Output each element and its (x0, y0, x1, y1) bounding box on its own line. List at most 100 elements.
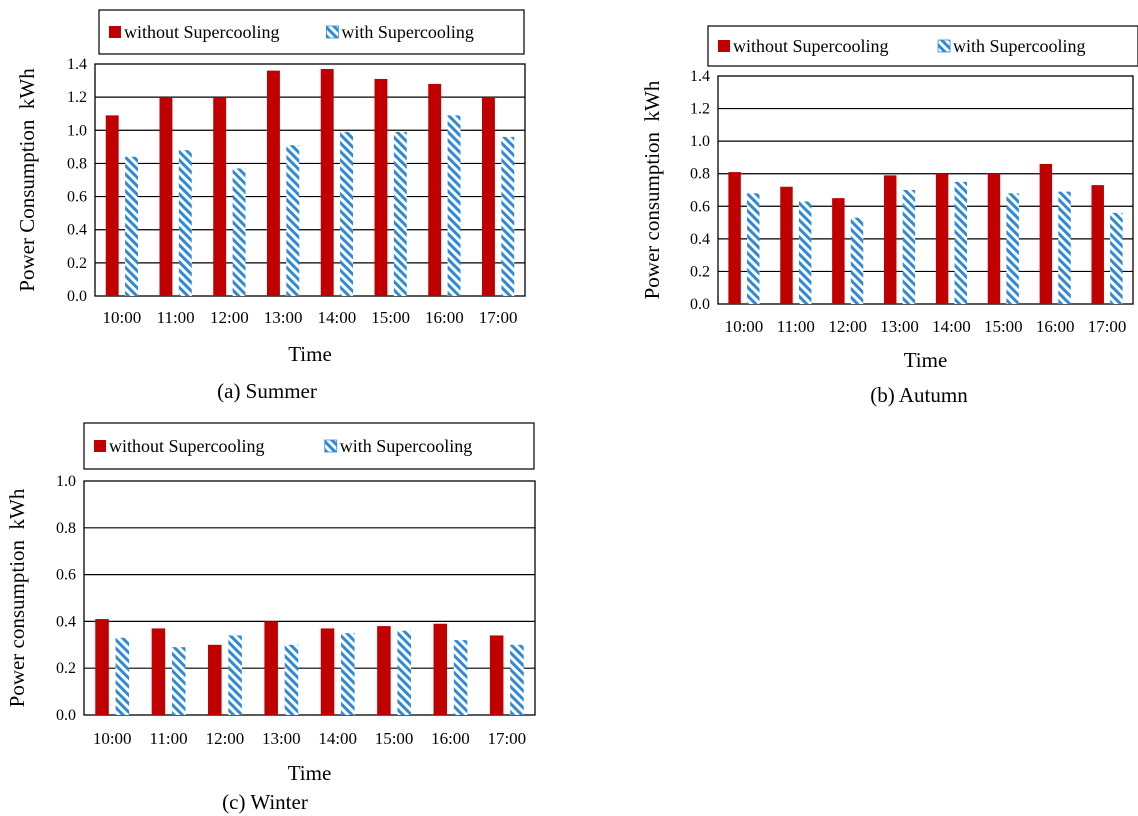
x-tick-label: 16:00 (431, 729, 470, 748)
bar-with-supercooling (178, 150, 192, 296)
bar-without-supercooling (1091, 185, 1104, 304)
y-tick-label: 0.2 (690, 263, 710, 280)
plot-area (717, 75, 1134, 305)
x-tick-label: 11:00 (777, 317, 815, 336)
x-axis-title: Time (288, 342, 332, 366)
y-tick-label: 0.2 (67, 255, 87, 272)
bar-without-supercooling (489, 635, 504, 715)
x-tick-label: 10:00 (93, 729, 132, 748)
chart-autumn: 0.0 0.2 0.4 0.6 0.8 1.0 1.2 1.4 10:00 11:00 12:00 1… (640, 25, 1138, 407)
y-tick-label: 1.0 (690, 133, 710, 150)
x-tick-label: 15:00 (984, 317, 1023, 336)
bar-without-supercooling (1039, 163, 1053, 304)
bar-without-supercooling (482, 97, 495, 297)
bar-with-supercooling (232, 168, 246, 296)
bar-without-supercooling (267, 70, 280, 296)
x-tick-label: 14:00 (932, 317, 971, 336)
legend-label-with: with Supercooling (340, 436, 473, 456)
x-tick-label: 11:00 (157, 308, 195, 327)
x-tick-label: 15:00 (371, 308, 410, 327)
chart-caption: (a) Summer (217, 379, 317, 403)
bar-without-supercooling (105, 115, 119, 296)
y-tick-label: 0.4 (690, 231, 710, 248)
bar-with-supercooling (284, 644, 299, 715)
x-tick-label: 13:00 (880, 317, 919, 336)
y-axis-title: Power Consumption kWh (15, 68, 39, 292)
x-tick-label: 10:00 (103, 308, 142, 327)
chart-caption: (c) Winter (222, 790, 308, 814)
y-tick-label: 1.2 (67, 89, 87, 106)
y-tick-label: 0.6 (67, 189, 87, 206)
y-tick-label: 0.8 (67, 155, 87, 172)
x-axis-title: Time (904, 348, 948, 372)
bar-without-supercooling (780, 186, 793, 304)
bar-without-supercooling (208, 644, 222, 715)
x-tick-label: 16:00 (425, 308, 464, 327)
legend-swatch-with (937, 39, 951, 53)
legend-label-without: without Supercooling (733, 36, 889, 56)
bar-with-supercooling (850, 217, 864, 304)
y-tick-label: 1.0 (67, 122, 87, 139)
bar-with-supercooling (1110, 212, 1123, 304)
legend-swatch-with (324, 439, 338, 453)
x-tick-label: 14:00 (318, 729, 357, 748)
bar-with-supercooling (954, 181, 967, 304)
bar-with-supercooling (340, 131, 353, 296)
x-tick-label: 12:00 (828, 317, 867, 336)
y-tick-label: 0.8 (690, 166, 710, 183)
legend-label-without: without Supercooling (124, 22, 280, 42)
legend-label-with: with Supercooling (341, 22, 474, 42)
bar-with-supercooling (1058, 191, 1071, 304)
chart-winter: 0.0 0.2 0.4 0.6 0.8 1.0 10:00 11:00 12:00 13:00 14… (5, 422, 536, 814)
bar-without-supercooling (159, 97, 173, 297)
bar-without-supercooling (728, 172, 741, 304)
bar-without-supercooling (264, 621, 278, 715)
bar-with-supercooling (115, 637, 130, 715)
y-tick-label: 1.0 (56, 473, 76, 490)
bar-without-supercooling (935, 173, 949, 304)
bar-with-supercooling (393, 131, 407, 296)
bar-with-supercooling (397, 630, 411, 715)
legend-swatch-with (325, 25, 339, 39)
bar-with-supercooling (453, 640, 468, 715)
legend-label-without: without Supercooling (109, 436, 265, 456)
bar-without-supercooling (213, 97, 227, 297)
plot-area (83, 480, 536, 716)
legend-box (707, 25, 1138, 67)
x-tick-label: 15:00 (375, 729, 414, 748)
y-tick-label: 0.6 (56, 567, 76, 584)
y-tick-label: 0.0 (67, 288, 87, 305)
y-tick-label: 0.6 (690, 198, 710, 215)
legend-swatch-without (109, 26, 121, 38)
legend-swatch-without (94, 440, 106, 452)
bar-without-supercooling (151, 628, 166, 715)
bar-with-supercooling (747, 193, 760, 304)
x-tick-label: 12:00 (206, 729, 245, 748)
legend-swatch-without (718, 40, 730, 52)
bar-with-supercooling (171, 647, 186, 715)
bar-with-supercooling (798, 201, 812, 304)
x-tick-label: 14:00 (318, 308, 357, 327)
y-tick-label: 0.8 (56, 520, 76, 537)
bar-with-supercooling (228, 635, 242, 715)
y-tick-label: 0.4 (56, 613, 76, 630)
bar-without-supercooling (374, 78, 388, 297)
bar-with-supercooling (902, 190, 916, 304)
legend-box (83, 422, 535, 470)
bar-without-supercooling (377, 626, 391, 715)
bar-without-supercooling (320, 68, 334, 296)
bar-without-supercooling (987, 173, 1001, 304)
bar-without-supercooling (884, 175, 897, 304)
bar-without-supercooling (320, 628, 335, 715)
bar-with-supercooling (510, 644, 524, 715)
bar-with-supercooling (286, 145, 300, 296)
bar-without-supercooling (433, 623, 448, 715)
x-tick-label: 11:00 (150, 729, 188, 748)
y-tick-label: 1.4 (67, 56, 87, 73)
legend-box (98, 9, 525, 55)
chart-summer: 0.0 0.2 0.4 0.6 0.8 1.0 1.2 1.4 10:00 11:00 12:00 1… (15, 9, 526, 403)
x-tick-label: 12:00 (210, 308, 249, 327)
bar-without-supercooling (428, 83, 442, 296)
x-tick-label: 17:00 (1088, 317, 1127, 336)
bar-with-supercooling (1006, 193, 1019, 304)
